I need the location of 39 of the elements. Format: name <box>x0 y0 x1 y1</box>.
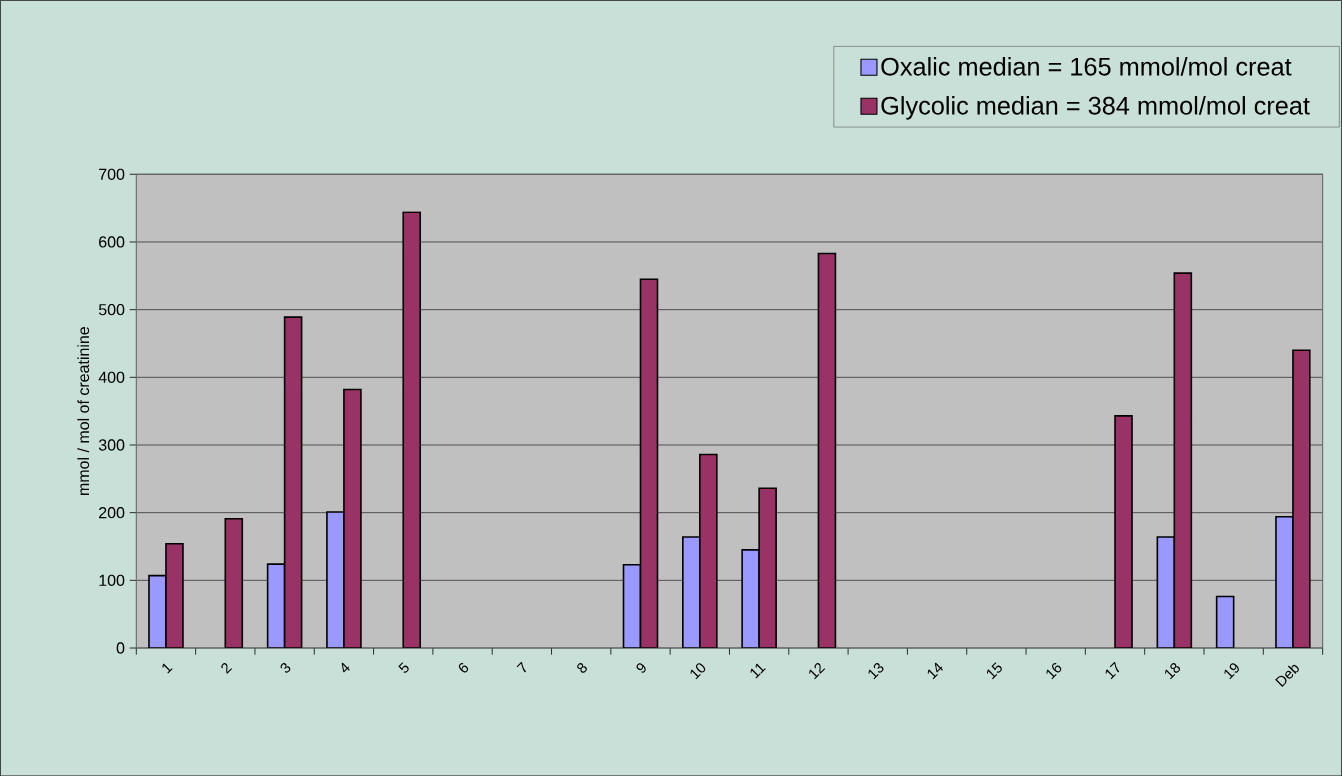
y-tick-label: 700 <box>99 168 125 180</box>
y-axis-title: mmol / mol of creatinine <box>77 326 90 495</box>
x-tick-label: 5 <box>398 662 409 673</box>
x-tick-label: 15 <box>987 662 1002 680</box>
x-tick-label: 9 <box>636 663 646 673</box>
x-tick-label: 4 <box>341 662 350 673</box>
x-tick-label: 1 <box>162 663 173 674</box>
y-tick-label: 300 <box>98 439 125 451</box>
legend-label: Oxalic median = 165 mmol/mol creat <box>881 56 1292 76</box>
bar <box>817 252 837 648</box>
y-tick-label: 400 <box>98 371 125 383</box>
bar <box>1215 595 1235 648</box>
x-tick-label: Deb <box>1275 664 1299 687</box>
bar <box>283 316 303 648</box>
bar <box>266 563 286 648</box>
x-tick-label: 6 <box>458 662 469 673</box>
x-tick-label: 16 <box>1046 662 1062 680</box>
y-tick-label: 500 <box>98 303 125 316</box>
y-tick-label: 100 <box>99 574 125 586</box>
x-tick-label: 12 <box>809 662 826 680</box>
x-tick-label: 19 <box>1224 663 1239 680</box>
x-tick-label: 8 <box>577 662 587 673</box>
bar <box>1156 536 1176 648</box>
x-tick-label: 18 <box>1165 662 1181 680</box>
x-tick-label: 14 <box>927 662 943 680</box>
x-tick-label: 11 <box>750 663 766 679</box>
x-tick-label: 17 <box>1105 661 1120 680</box>
y-tick-label: 600 <box>99 236 125 248</box>
y-tick-label: 0 <box>116 642 125 654</box>
x-tick-label: 3 <box>280 662 291 673</box>
x-tick-label: 13 <box>868 662 884 680</box>
bar <box>622 563 642 648</box>
x-tick-label: 2 <box>221 662 233 674</box>
legend-label: Glycolic median = 384 mmol/mol creat <box>881 95 1310 120</box>
x-tick-label: 7 <box>516 661 527 673</box>
bar <box>1173 272 1193 648</box>
x-tick-label: 10 <box>690 663 706 680</box>
y-tick-label: 200 <box>99 506 125 519</box>
bar <box>639 278 659 648</box>
